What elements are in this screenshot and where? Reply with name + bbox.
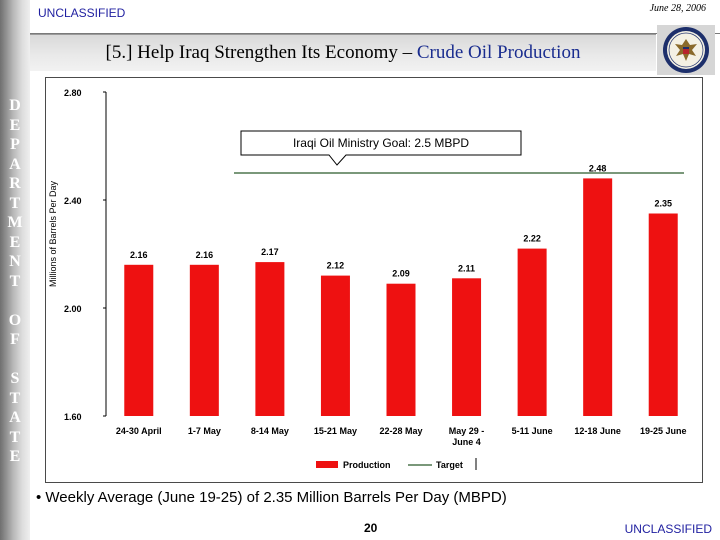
- title-bar: [5.] Help Iraq Strengthen Its Economy – …: [30, 34, 656, 71]
- goal-callout-text: Iraqi Oil Ministry Goal: 2.5 MBPD: [293, 136, 469, 150]
- sidebar-letter: S: [10, 370, 20, 387]
- x-category-label-line: 19-25 June: [640, 426, 687, 436]
- sidebar-letter: A: [9, 409, 21, 426]
- sidebar-letter: M: [7, 214, 23, 231]
- sidebar-letter: D: [9, 97, 21, 114]
- bar-data-label: 2.09: [392, 269, 410, 279]
- legend-target-label: Target: [436, 460, 463, 470]
- y-tick-label: 1.60: [64, 412, 82, 422]
- x-category-label: 12-18 June: [574, 426, 621, 436]
- bar-data-label: 2.22: [523, 234, 541, 244]
- weekly-average-bullet: • Weekly Average (June 19-25) of 2.35 Mi…: [36, 489, 507, 506]
- production-bar: [452, 278, 482, 416]
- x-category-label: 22-28 May: [379, 426, 422, 436]
- legend-production-label: Production: [343, 460, 391, 470]
- slide-title: [5.] Help Iraq Strengthen Its Economy – …: [30, 42, 656, 64]
- sidebar-letter-gap: [0, 291, 30, 311]
- page-number: 20: [364, 521, 378, 535]
- sidebar-letter: E: [9, 448, 21, 465]
- title-top-rule: [30, 33, 720, 34]
- sidebar-letter: T: [9, 194, 21, 212]
- slide-date: June 28, 2006: [649, 3, 706, 14]
- sidebar-letter: N: [9, 253, 21, 270]
- x-category-label: 5-11 June: [512, 426, 553, 436]
- classification-label-bottom: UNCLASSIFIED: [624, 522, 712, 536]
- production-bar: [189, 264, 219, 416]
- production-bar: [517, 248, 547, 416]
- x-category-label-line: May 29 -: [449, 426, 485, 436]
- production-bar: [386, 283, 416, 416]
- left-sidebar-band: [0, 0, 30, 540]
- sidebar-letter: T: [9, 428, 21, 446]
- production-bar: [124, 264, 154, 416]
- sidebar-letter-gap: [0, 350, 30, 370]
- production-bar: [320, 275, 350, 416]
- x-category-label-line: 12-18 June: [574, 426, 621, 436]
- state-department-seal-icon: [657, 25, 715, 75]
- x-category-label: 19-25 June: [640, 426, 687, 436]
- x-category-label-line: 8-14 May: [251, 426, 289, 436]
- x-category-label: May 29 -June 4: [449, 426, 485, 447]
- y-tick-label: 2.40: [64, 196, 82, 206]
- slide-title-main: [5.] Help Iraq Strengthen Its Economy –: [105, 42, 417, 63]
- x-category-label: 8-14 May: [251, 426, 289, 436]
- bar-data-label: 2.17: [261, 247, 279, 257]
- production-bar: [648, 213, 678, 416]
- x-category-label: 24-30 April: [116, 426, 162, 436]
- production-bar-chart: 1.60 2.00 2.40 2.80 Millions of Barrels Per …: [48, 88, 687, 470]
- production-bar: [583, 178, 613, 416]
- bar-data-label: 2.16: [130, 250, 148, 260]
- sidebar-letter: F: [10, 331, 20, 348]
- x-category-label-line: June 4: [452, 437, 481, 447]
- x-category-label-line: 15-21 May: [314, 426, 357, 436]
- sidebar-letter: A: [9, 155, 21, 173]
- goal-callout-box: [240, 130, 522, 166]
- bar-data-label: 2.16: [196, 250, 214, 260]
- x-category-label-line: 24-30 April: [116, 426, 162, 436]
- bar-data-label: 2.12: [327, 261, 345, 271]
- x-category-label: 1-7 May: [188, 426, 221, 436]
- bar-data-label: 2.11: [458, 263, 475, 273]
- classification-label-top: UNCLASSIFIED: [38, 6, 126, 20]
- legend-production-swatch: [316, 461, 338, 468]
- sidebar-letter: T: [9, 389, 21, 407]
- bar-data-label: 2.48: [589, 163, 607, 173]
- bar-data-label: 2.35: [654, 199, 672, 209]
- sidebar-letter: O: [8, 311, 22, 329]
- sidebar-letter: R: [9, 175, 21, 192]
- x-category-label-line: 5-11 June: [512, 426, 553, 436]
- x-category-label: 15-21 May: [314, 426, 357, 436]
- y-tick-label: 2.80: [64, 88, 82, 98]
- chart-frame: 1.60 2.00 2.40 2.80 Millions of Barrels Per …: [45, 77, 703, 483]
- x-category-label-line: 22-28 May: [379, 426, 422, 436]
- x-category-label-line: 1-7 May: [188, 426, 221, 436]
- sidebar-letter: T: [9, 272, 21, 290]
- production-bar: [255, 262, 285, 416]
- y-tick-label: 2.00: [64, 304, 82, 314]
- slide-title-highlight: Crude Oil Production: [416, 42, 581, 63]
- sidebar-letter: E: [9, 116, 21, 134]
- sidebar-letter: P: [10, 136, 20, 153]
- y-axis-title: Millions of Barrels Per Day: [48, 180, 58, 287]
- sidebar-letter: E: [9, 233, 21, 251]
